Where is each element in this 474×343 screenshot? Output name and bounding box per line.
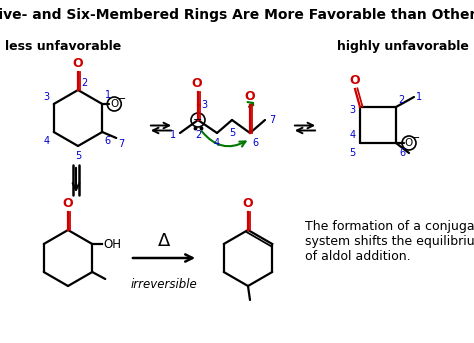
Text: O: O — [191, 77, 202, 90]
Text: −: − — [117, 94, 126, 104]
Text: irreversible: irreversible — [131, 278, 197, 291]
Text: 7: 7 — [118, 139, 125, 149]
Text: 6: 6 — [104, 136, 110, 146]
Text: O: O — [73, 57, 83, 70]
Text: 1: 1 — [416, 92, 422, 102]
Text: 6: 6 — [399, 148, 405, 158]
Text: 2: 2 — [81, 78, 87, 88]
Text: 7: 7 — [269, 115, 275, 125]
Text: O: O — [245, 90, 255, 103]
Text: 3: 3 — [349, 105, 355, 115]
Text: 2: 2 — [195, 130, 201, 140]
Text: −: − — [411, 133, 421, 143]
Text: O: O — [110, 99, 118, 109]
Text: 3: 3 — [201, 100, 207, 110]
FancyArrowPatch shape — [247, 102, 253, 107]
Text: −: − — [193, 115, 203, 125]
Text: 3: 3 — [44, 92, 50, 102]
Text: OH: OH — [103, 237, 121, 250]
Text: 4: 4 — [44, 136, 50, 146]
Text: highly unfavorable: highly unfavorable — [337, 40, 469, 53]
Text: O: O — [243, 197, 253, 210]
Text: 1: 1 — [170, 130, 176, 140]
Text: Five- and Six-Membered Rings Are More Favorable than Others: Five- and Six-Membered Rings Are More Fa… — [0, 8, 474, 22]
Text: O: O — [405, 138, 413, 148]
Text: O: O — [350, 74, 360, 87]
Text: O: O — [63, 197, 73, 210]
Text: 5: 5 — [75, 151, 81, 161]
Text: 5: 5 — [229, 128, 235, 138]
Text: 5: 5 — [349, 148, 355, 158]
Text: 4: 4 — [350, 130, 356, 140]
Text: Δ: Δ — [158, 232, 170, 250]
Text: less unfavorable: less unfavorable — [5, 40, 121, 53]
FancyArrowPatch shape — [202, 131, 246, 146]
Text: 2: 2 — [398, 95, 404, 105]
Text: 1: 1 — [105, 90, 111, 100]
Text: 6: 6 — [252, 138, 258, 148]
Text: 4: 4 — [214, 138, 220, 148]
Text: The formation of a conjugated
system shifts the equilibrium
of aldol addition.: The formation of a conjugated system shi… — [305, 220, 474, 263]
